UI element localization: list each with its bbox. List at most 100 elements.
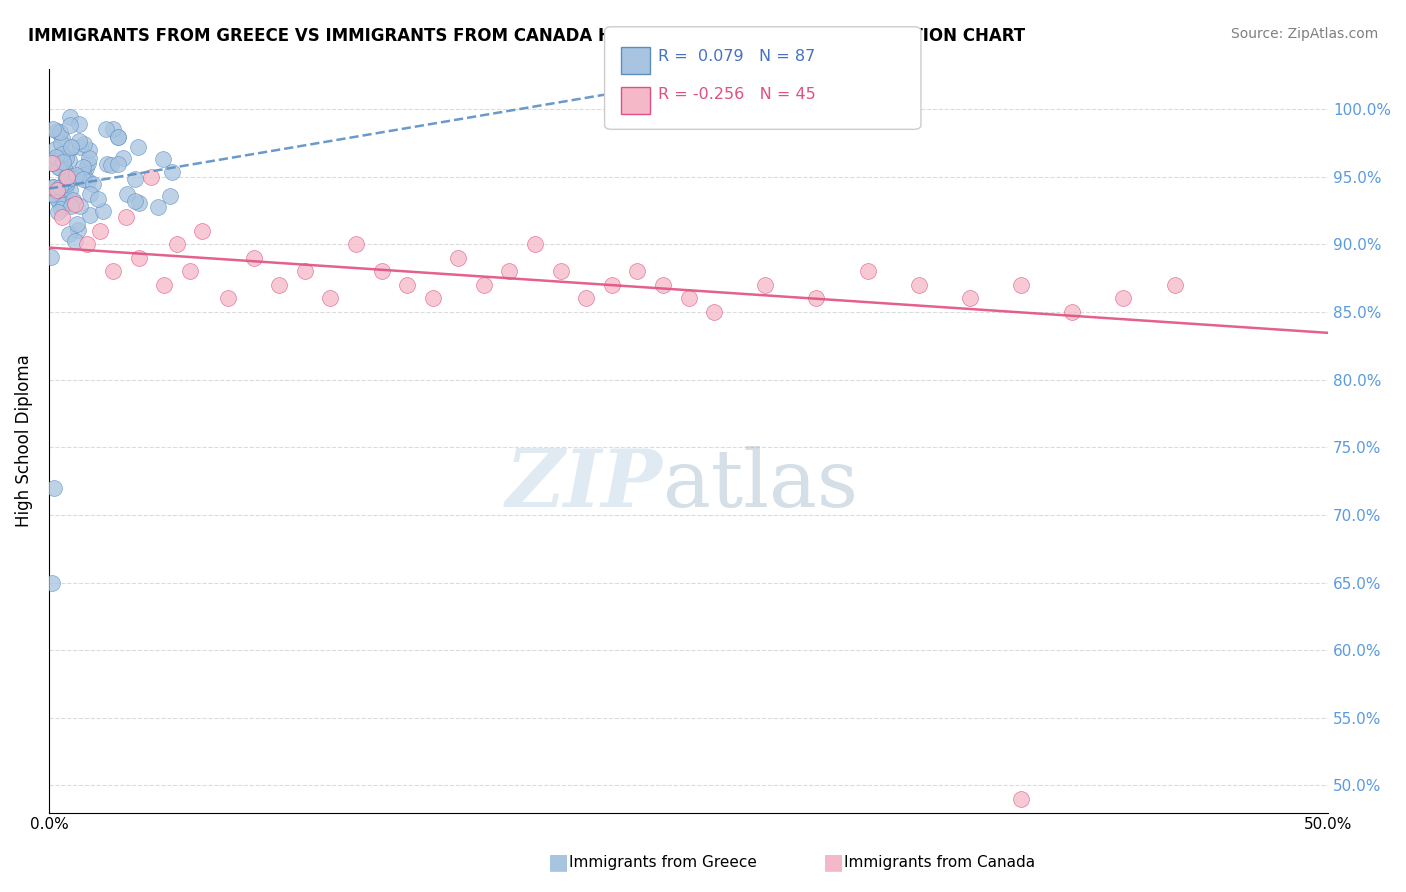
Point [55, 175, 77, 189]
Point [472, 277, 495, 292]
Point [63, 196, 86, 211]
Point [1010, 277, 1032, 292]
Point [652, 277, 675, 292]
Point [344, 237, 367, 252]
Point [94, 121, 117, 136]
Point [41, 156, 63, 170]
Point [45, 150, 67, 164]
Point [63, 234, 86, 248]
Point [49, 136, 72, 151]
Point [52, 155, 75, 169]
Point [146, 200, 169, 214]
Point [42, 180, 65, 194]
Point [77, 156, 100, 170]
Text: Immigrants from Canada: Immigrants from Canada [844, 855, 1035, 870]
Point [87, 192, 110, 206]
Point [67, 170, 90, 185]
Point [55, 151, 77, 165]
Point [55, 178, 77, 192]
Point [44, 153, 66, 168]
Point [100, 158, 122, 172]
Point [89, 224, 111, 238]
Point [159, 188, 181, 202]
Point [77, 143, 100, 157]
Point [82, 177, 104, 191]
Point [49, 125, 72, 139]
Point [91, 203, 114, 218]
Point [55, 169, 77, 184]
Point [575, 292, 598, 306]
Point [42, 481, 65, 495]
Point [39, 250, 62, 264]
Point [60, 170, 83, 185]
Point [166, 237, 188, 252]
Text: Immigrants from Greece: Immigrants from Greece [569, 855, 758, 870]
Point [96, 157, 118, 171]
Point [115, 186, 138, 201]
Text: Source: ZipAtlas.com: Source: ZipAtlas.com [1230, 27, 1378, 41]
Point [754, 277, 776, 292]
Point [153, 277, 176, 292]
Text: atlas: atlas [664, 446, 858, 524]
Point [72, 172, 94, 186]
Point [53, 150, 76, 164]
Point [66, 223, 89, 237]
Point [48, 194, 70, 209]
Point [179, 264, 201, 278]
Point [1163, 277, 1185, 292]
Point [319, 292, 342, 306]
Point [60, 140, 83, 154]
Point [66, 218, 89, 232]
Point [959, 292, 981, 306]
Point [114, 211, 136, 225]
Point [55, 178, 77, 193]
Point [72, 160, 94, 174]
Point [269, 277, 291, 292]
Point [107, 129, 129, 144]
Point [45, 192, 67, 206]
Point [124, 194, 146, 209]
Text: R = -0.256   N = 45: R = -0.256 N = 45 [658, 87, 815, 102]
Point [67, 135, 90, 149]
Text: R =  0.079   N = 87: R = 0.079 N = 87 [658, 49, 815, 64]
Point [73, 168, 96, 182]
Point [396, 277, 419, 292]
Point [76, 237, 98, 252]
Point [678, 292, 700, 306]
Point [422, 292, 444, 306]
Text: IMMIGRANTS FROM GREECE VS IMMIGRANTS FROM CANADA HIGH SCHOOL DIPLOMA CORRELATION: IMMIGRANTS FROM GREECE VS IMMIGRANTS FRO… [28, 27, 1025, 45]
Point [107, 130, 129, 145]
Text: ■: ■ [548, 853, 569, 872]
Point [127, 140, 149, 154]
Point [52, 198, 75, 212]
Point [59, 118, 82, 132]
Point [44, 142, 66, 156]
Point [550, 264, 572, 278]
Point [498, 264, 520, 278]
Point [1112, 292, 1135, 306]
Point [55, 174, 77, 188]
Point [42, 122, 65, 136]
Point [524, 237, 547, 252]
Text: ZIP: ZIP [506, 446, 664, 524]
Point [79, 187, 101, 202]
Point [1062, 305, 1084, 319]
Point [41, 155, 63, 169]
Point [60, 169, 83, 183]
Point [51, 147, 73, 161]
Point [806, 292, 828, 306]
Point [703, 305, 725, 319]
Point [242, 251, 264, 265]
Point [45, 183, 67, 197]
Point [56, 169, 79, 184]
Point [101, 121, 124, 136]
Point [62, 193, 84, 207]
Point [58, 153, 80, 167]
Point [626, 264, 648, 278]
Point [53, 162, 76, 177]
Point [191, 224, 214, 238]
Point [58, 227, 80, 242]
Point [152, 152, 174, 166]
Y-axis label: High School Diploma: High School Diploma [15, 354, 32, 527]
Point [59, 199, 82, 213]
